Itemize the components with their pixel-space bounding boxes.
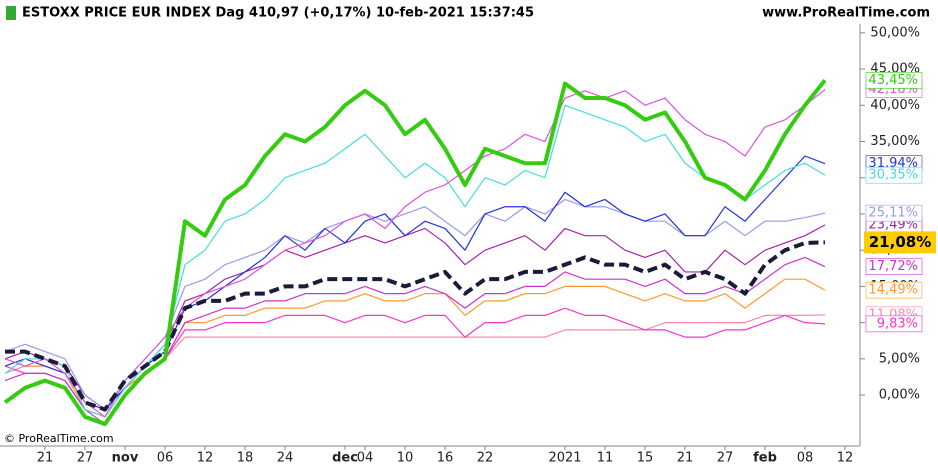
x-tick-label: dec: [332, 451, 358, 466]
x-tick-label: feb: [753, 451, 777, 466]
source: www.ProRealTime.com: [762, 6, 930, 21]
x-tick-label: 21: [37, 451, 54, 466]
end-label: 21,08%: [869, 233, 931, 251]
chart-icon: [6, 6, 16, 20]
x-tick-label: nov: [112, 451, 139, 466]
y-tick-label: 40,00%: [870, 98, 920, 113]
end-label: 43,45%: [868, 73, 918, 88]
end-label-box: [865, 71, 923, 89]
chart-title: ESTOXX PRICE EUR INDEX Dag 410,97 (+0,17…: [22, 6, 534, 21]
end-label: 25,11%: [868, 206, 918, 221]
x-tick-label: 08: [797, 451, 814, 466]
series-line: [5, 240, 826, 412]
y-tick-label: 5,00%: [879, 351, 920, 366]
end-label-box: [865, 315, 923, 333]
end-label: 17,72%: [868, 259, 918, 274]
end-label-box: [864, 231, 936, 254]
series-line: [3, 79, 827, 427]
y-tick-label: 50,00%: [870, 25, 920, 40]
copyright: © ProRealTime.com: [4, 432, 114, 445]
y-tick-label: 35,00%: [870, 134, 920, 149]
y-tick-label: 0,00%: [879, 388, 920, 403]
end-label-box: [865, 166, 923, 184]
end-label-box: [865, 281, 923, 299]
end-label-box: [865, 204, 923, 222]
end-label: 30,35%: [868, 168, 918, 183]
end-label: 14,49%: [868, 283, 918, 298]
x-tick-label: 24: [277, 451, 294, 466]
x-tick-label: 06: [157, 451, 174, 466]
x-tick-label: 27: [717, 451, 734, 466]
x-tick-label: 2021: [548, 451, 581, 466]
x-tick-label: 12: [197, 451, 214, 466]
x-tick-label: 10: [397, 451, 414, 466]
x-tick-label: 04: [357, 451, 374, 466]
end-label: 9,83%: [877, 316, 918, 331]
x-tick-label: 11: [597, 451, 614, 466]
x-tick-label: 15: [637, 451, 654, 466]
end-label-box: [865, 258, 923, 276]
x-tick-label: 27: [77, 451, 94, 466]
x-tick-label: 21: [677, 451, 694, 466]
series-line: [4, 89, 826, 418]
x-tick-label: 12: [837, 451, 854, 466]
x-tick-label: 16: [437, 451, 454, 466]
x-tick-label: 18: [237, 451, 254, 466]
x-tick-label: 22: [477, 451, 494, 466]
